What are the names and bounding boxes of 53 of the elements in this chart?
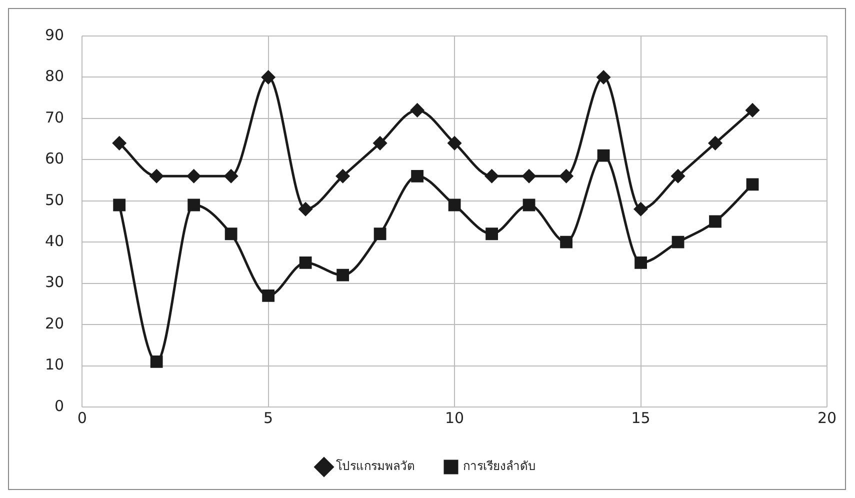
point [187,169,201,183]
point [411,170,424,182]
point [150,355,163,368]
point [224,169,238,183]
x-tick-label: 15 [631,408,650,427]
point [634,256,647,269]
point [448,198,461,212]
point [634,202,648,216]
y-tick-label: 30 [44,273,64,292]
legend-label: การเรียงลำดับ [463,459,536,474]
point [336,268,350,282]
point [224,228,238,240]
y-tick-label: 10 [44,356,64,374]
point [597,149,610,162]
point [671,169,685,183]
point [560,236,572,248]
point [262,290,275,302]
y-tick-label: 40 [44,232,64,250]
point [672,236,684,248]
point [522,169,536,183]
point [709,215,722,228]
point [298,202,312,216]
point [373,136,387,150]
point [448,136,462,150]
point [336,169,350,183]
point [410,103,424,117]
x-tick-label: 5 [264,408,274,427]
y-tick-label: 50 [44,190,64,209]
point [746,178,759,191]
y-tick-label: 90 [44,26,64,44]
point [485,169,499,183]
point [262,70,276,84]
x-tick-label: 10 [444,408,464,427]
point [150,169,164,183]
point [522,198,536,212]
y-tick-label: 60 [44,150,64,168]
point [746,103,760,117]
point [708,136,722,150]
y-tick-label: 20 [44,314,64,332]
point [113,198,126,212]
legend-label: โปรแกรมพลวัต [336,459,415,474]
y-tick-label: 0 [54,396,64,415]
y-tick-label: 70 [44,108,64,126]
point [188,198,200,212]
point [560,169,574,183]
y-tick-label: 80 [44,67,64,86]
x-tick-label: 0 [77,408,87,427]
point [596,70,610,84]
x-tick-label: 20 [817,408,837,427]
point [112,136,126,150]
point [486,228,498,240]
point [374,228,386,240]
point [299,256,312,269]
